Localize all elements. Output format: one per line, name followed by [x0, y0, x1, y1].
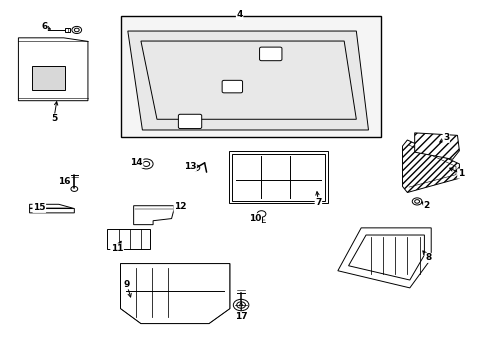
Text: 8: 8: [424, 253, 430, 262]
Text: 13: 13: [183, 162, 196, 171]
Text: 3: 3: [442, 133, 448, 142]
Text: 4: 4: [236, 10, 243, 19]
Polygon shape: [30, 204, 74, 213]
FancyBboxPatch shape: [178, 114, 201, 129]
Polygon shape: [127, 31, 368, 130]
Bar: [64, 28, 70, 32]
Polygon shape: [133, 206, 174, 225]
Polygon shape: [120, 264, 229, 324]
Bar: [107, 229, 150, 249]
Polygon shape: [402, 140, 458, 193]
Text: 11: 11: [111, 244, 123, 253]
Polygon shape: [414, 133, 458, 159]
FancyBboxPatch shape: [259, 47, 282, 61]
Polygon shape: [337, 228, 430, 288]
Bar: [229, 152, 327, 203]
Text: 12: 12: [174, 202, 186, 211]
Text: 2: 2: [423, 201, 429, 210]
Bar: [31, 66, 64, 90]
Text: 6: 6: [41, 22, 47, 31]
Text: 1: 1: [457, 169, 463, 178]
Polygon shape: [19, 38, 88, 101]
Bar: [232, 154, 324, 201]
Text: 10: 10: [248, 214, 261, 223]
Bar: [120, 16, 380, 137]
Text: 5: 5: [51, 114, 57, 123]
Text: 7: 7: [315, 198, 321, 207]
FancyBboxPatch shape: [222, 80, 242, 93]
Text: 9: 9: [123, 280, 130, 289]
Text: 14: 14: [130, 158, 142, 167]
Text: 17: 17: [234, 312, 247, 321]
Text: 15: 15: [33, 203, 45, 212]
Text: 16: 16: [58, 177, 71, 186]
